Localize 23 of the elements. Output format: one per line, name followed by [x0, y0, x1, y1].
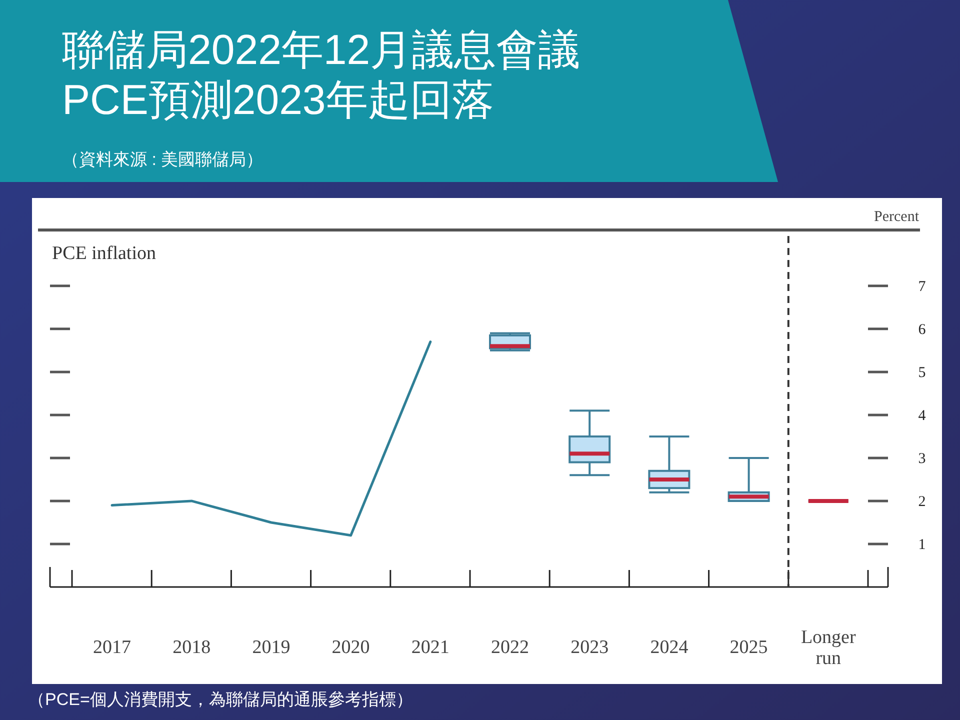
y-tick-label: 5: [918, 364, 926, 381]
x-tick-label: 2020: [332, 637, 370, 658]
text: （PCE=個人消費開支，為聯儲局的通脹參考指標）: [28, 690, 413, 709]
x-tick-label: 2021: [411, 637, 450, 658]
y-axis-title: Percent: [874, 209, 920, 225]
annotation: PCE inflation: [52, 243, 156, 264]
y-tick-label: 2: [918, 494, 926, 510]
y-tick-label: 6: [918, 322, 926, 338]
x-tick-label: 2018: [172, 637, 211, 658]
x-tick-label: 2022: [491, 637, 529, 658]
y-tick-label: 1: [918, 536, 926, 553]
chart-subtitle: （資料來源 : 美國聯儲局）: [62, 150, 264, 169]
x-tick-label: Longer run: [800, 627, 856, 669]
x-tick-label: 2025: [730, 637, 768, 658]
line-series: [110, 340, 432, 537]
x-tick-label: 2024: [650, 637, 689, 658]
y-tick-label: 3: [918, 450, 926, 467]
y-tick-label: 4: [918, 408, 926, 424]
y-tick-label: 7: [918, 278, 926, 295]
x-tick-label: 2019: [252, 637, 290, 658]
chart-title: 聯儲局2022年12月議息會議 PCE預測2023年起回落: [62, 26, 580, 123]
x-tick-label: 2017: [93, 637, 131, 658]
x-tick-label: 2023: [570, 637, 609, 658]
